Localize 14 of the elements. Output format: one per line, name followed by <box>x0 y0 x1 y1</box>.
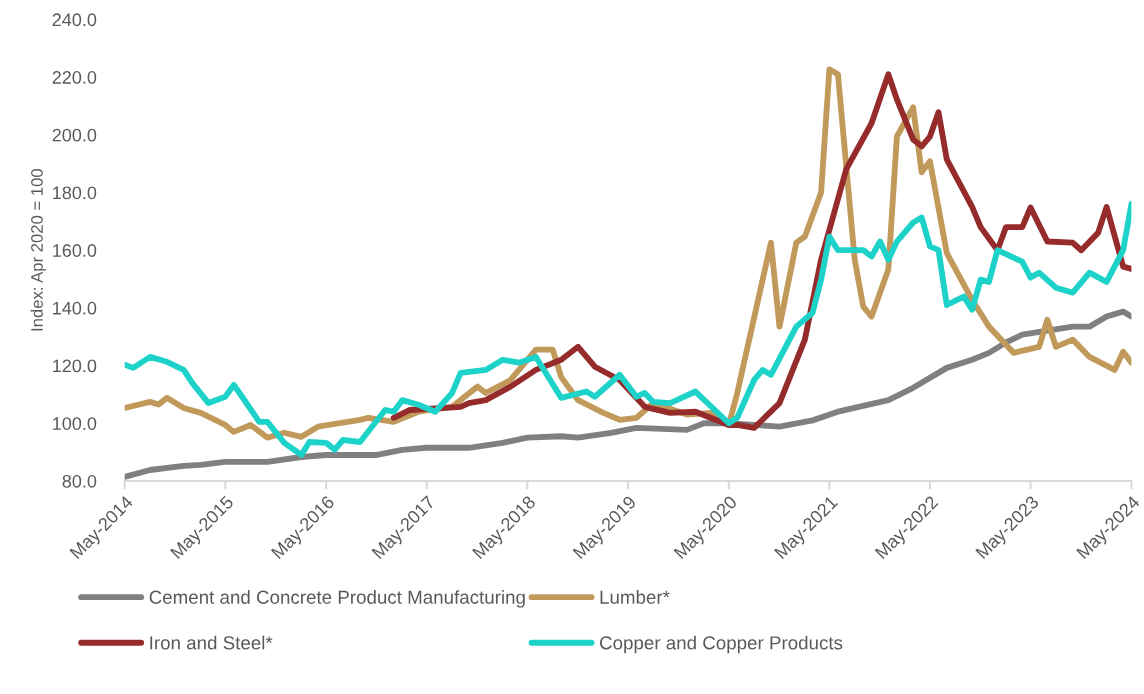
y-axis-title: Index: Apr 2020 = 100 <box>30 169 47 331</box>
legend-label: Lumber* <box>600 590 670 604</box>
legend-label: Iron and Steel* <box>150 635 273 650</box>
y-tick-label: 220.0 <box>52 71 97 84</box>
y-tick-label: 140.0 <box>53 301 97 315</box>
y-tick-label: 100.0 <box>53 417 97 430</box>
y-tick-label: 180.0 <box>53 186 97 200</box>
y-tick-label: 160.0 <box>53 244 97 257</box>
y-tick-label: 80.0 <box>62 474 97 488</box>
y-tick-label: 200.0 <box>52 128 97 142</box>
legend-label: Copper and Copper Products <box>600 635 843 654</box>
y-tick-label: 120.0 <box>53 359 97 373</box>
legend-label: Cement and Concrete Product Manufacturing <box>149 590 525 608</box>
y-tick-label: 240.0 <box>52 13 97 27</box>
